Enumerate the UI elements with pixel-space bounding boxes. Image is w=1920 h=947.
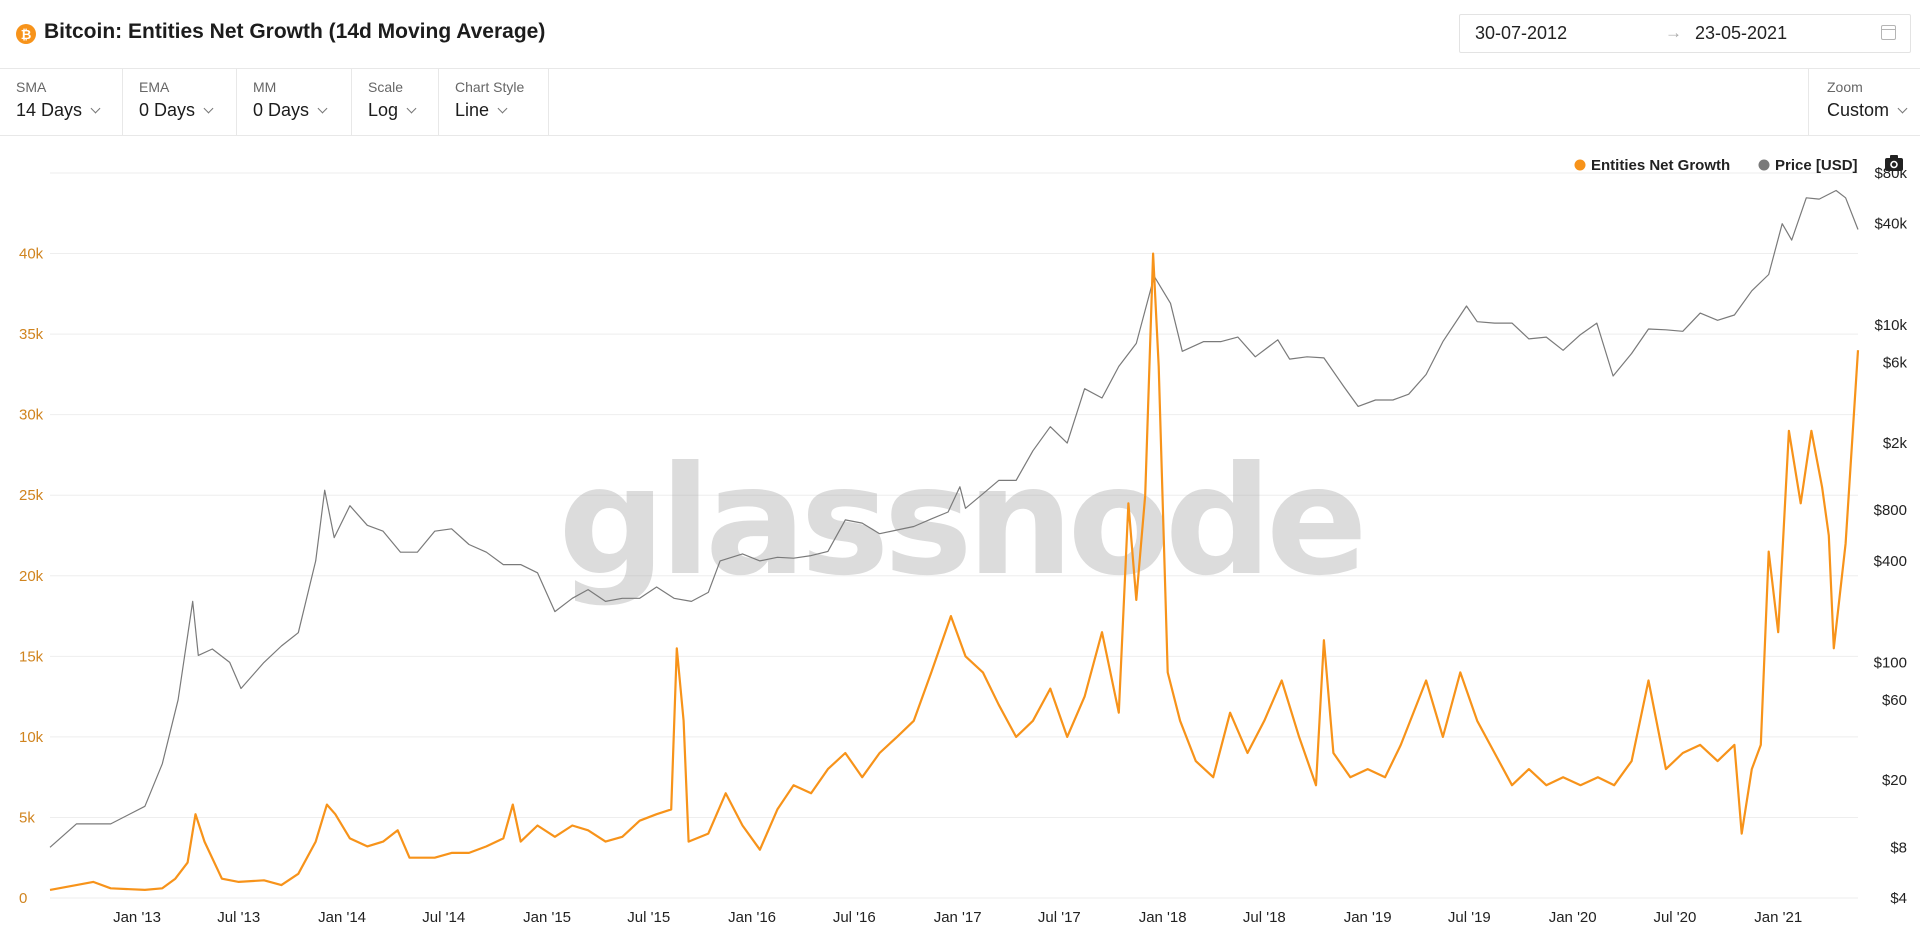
date-range-picker[interactable]: 30-07-2012 → 23-05-2021 bbox=[1459, 14, 1911, 53]
x-tick-label: Jul '20 bbox=[1653, 909, 1696, 926]
ema-dropdown[interactable]: EMA 0 Days bbox=[123, 69, 237, 135]
y-right-tick-label: $40k bbox=[1874, 216, 1907, 233]
x-tick-label: Jul '15 bbox=[627, 909, 670, 926]
chart-area[interactable]: glassnode 0 5k 10k 15k 20k 25k 30k 35k 40k $4 $8 $… bbox=[0, 136, 1920, 947]
y-right-tick-label: $6k bbox=[1883, 355, 1908, 372]
ema-value[interactable]: 0 Days bbox=[139, 100, 214, 121]
zoom-value[interactable]: Custom bbox=[1827, 100, 1908, 121]
x-tick-label: Jul '19 bbox=[1448, 909, 1491, 926]
x-tick-label: Jul '13 bbox=[217, 909, 260, 926]
sma-dropdown[interactable]: SMA 14 Days bbox=[0, 69, 123, 135]
camera-icon[interactable] bbox=[1885, 155, 1903, 171]
date-to-input[interactable]: 23-05-2021 bbox=[1695, 23, 1788, 43]
x-tick-label: Jan '17 bbox=[934, 909, 982, 926]
x-tick-label: Jan '18 bbox=[1139, 909, 1187, 926]
y-left-tick-label: 5k bbox=[19, 809, 35, 826]
x-tick-label: Jan '16 bbox=[728, 909, 776, 926]
x-tick-label: Jan '19 bbox=[1344, 909, 1392, 926]
chevron-down-icon bbox=[406, 103, 417, 114]
y-right-tick-label: $20 bbox=[1882, 772, 1907, 789]
chart-legend: Entities Net Growth Price [USD] bbox=[1574, 157, 1858, 174]
mm-label: MM bbox=[253, 79, 277, 95]
chevron-down-icon bbox=[203, 103, 214, 114]
bitcoin-icon: ₿ bbox=[16, 24, 36, 44]
y-left-tick-label: 25k bbox=[19, 487, 44, 504]
legend-price-marker[interactable] bbox=[1758, 159, 1770, 171]
x-tick-label: Jan '21 bbox=[1754, 909, 1802, 926]
y-left-tick-label: 30k bbox=[19, 407, 44, 424]
x-tick-label: Jul '18 bbox=[1243, 909, 1286, 926]
x-tick-label: Jul '17 bbox=[1038, 909, 1081, 926]
price-series-line[interactable] bbox=[49, 189, 1859, 848]
y-right-tick-label: $60 bbox=[1882, 692, 1907, 709]
y-right-tick-label: $2k bbox=[1883, 435, 1908, 452]
y-left-tick-label: 40k bbox=[19, 246, 44, 263]
x-tick-label: Jan '15 bbox=[523, 909, 571, 926]
y-right-tick-label: $100 bbox=[1874, 654, 1907, 671]
zoom-label: Zoom bbox=[1827, 79, 1863, 95]
chevron-down-icon bbox=[497, 103, 508, 114]
ema-label: EMA bbox=[139, 79, 170, 95]
mm-value[interactable]: 0 Days bbox=[253, 100, 328, 121]
y-left-tick-label: 0 bbox=[19, 890, 27, 907]
x-tick-label: Jan '20 bbox=[1549, 909, 1597, 926]
y-right-tick-label: $10k bbox=[1874, 317, 1907, 334]
glassnode-watermark: glassnode bbox=[558, 435, 1362, 609]
chart-title: Bitcoin: Entities Net Growth (14d Moving… bbox=[44, 20, 546, 43]
arrow-right-icon: → bbox=[1665, 23, 1682, 42]
y-left-tick-label: 35k bbox=[19, 326, 44, 343]
chart-controls-toolbar: SMA 14 Days EMA 0 Days MM 0 Days Scale L… bbox=[0, 69, 1920, 136]
chevron-down-icon bbox=[317, 103, 328, 114]
legend-entities-label[interactable]: Entities Net Growth bbox=[1591, 157, 1730, 174]
x-tick-label: Jan '14 bbox=[318, 909, 366, 926]
chart-style-dropdown[interactable]: Chart Style Line bbox=[439, 69, 549, 135]
y-right-tick-label: $800 bbox=[1874, 502, 1907, 519]
x-tick-label: Jan '13 bbox=[113, 909, 161, 926]
scale-label: Scale bbox=[368, 79, 404, 95]
x-tick-label: Jul '16 bbox=[833, 909, 876, 926]
sma-value[interactable]: 14 Days bbox=[16, 100, 101, 121]
y-left-tick-label: 10k bbox=[19, 729, 44, 746]
scale-value[interactable]: Log bbox=[368, 100, 417, 121]
entities-series-line[interactable] bbox=[49, 252, 1860, 891]
chart-style-label: Chart Style bbox=[455, 79, 525, 95]
chart-header: ₿ Bitcoin: Entities Net Growth (14d Movi… bbox=[0, 0, 1920, 69]
x-tick-label: Jul '14 bbox=[422, 909, 465, 926]
date-from-input[interactable]: 30-07-2012 bbox=[1475, 23, 1568, 43]
legend-entities-marker[interactable] bbox=[1574, 159, 1586, 171]
mm-dropdown[interactable]: MM 0 Days bbox=[237, 69, 352, 135]
y-right-tick-label: $8 bbox=[1890, 839, 1907, 856]
y-right-tick-label: $400 bbox=[1874, 553, 1907, 570]
sma-label: SMA bbox=[16, 79, 47, 95]
y-right-tick-label: $4 bbox=[1890, 890, 1907, 907]
legend-price-label[interactable]: Price [USD] bbox=[1775, 157, 1858, 174]
chevron-down-icon bbox=[90, 103, 101, 114]
zoom-dropdown[interactable]: Zoom Custom bbox=[1808, 69, 1920, 135]
scale-dropdown[interactable]: Scale Log bbox=[352, 69, 439, 135]
grid-lines bbox=[50, 172, 1858, 899]
chart-style-value[interactable]: Line bbox=[455, 100, 508, 121]
calendar-icon[interactable] bbox=[1881, 25, 1896, 40]
chevron-down-icon bbox=[1897, 103, 1908, 114]
y-left-tick-label: 15k bbox=[19, 648, 44, 665]
y-left-tick-label: 20k bbox=[19, 568, 44, 585]
